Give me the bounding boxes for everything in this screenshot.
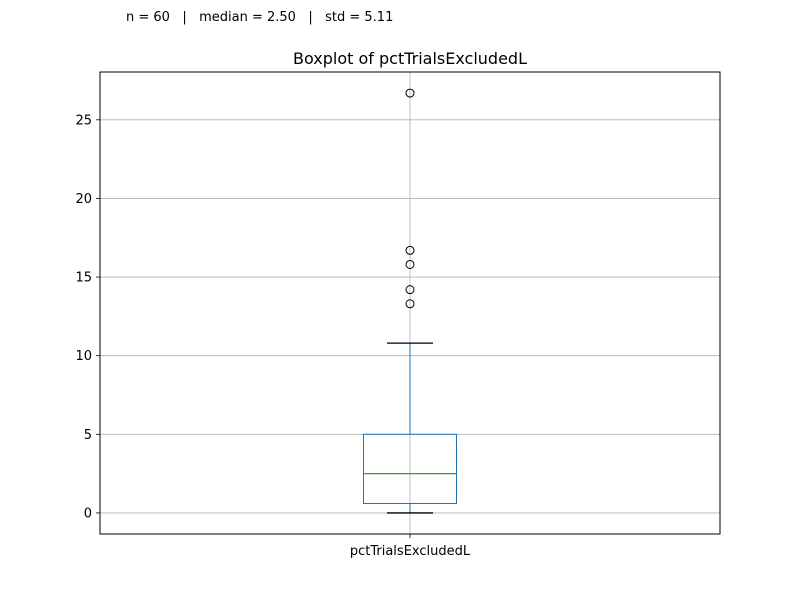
iqr-box — [363, 433, 457, 504]
outlier-point — [405, 88, 415, 98]
y-tick-label: 10 — [75, 349, 92, 364]
y-tick-label: 20 — [75, 192, 92, 207]
grid-layer — [100, 72, 720, 534]
x-axis-ticks: pctTrialsExcludedL — [350, 534, 471, 559]
outlier-point — [405, 245, 415, 255]
y-tick-label: 0 — [84, 506, 92, 521]
y-tick-label: 15 — [75, 271, 92, 286]
outlier-layer — [405, 88, 415, 309]
summary-stats: n = 60 | median = 2.50 | std = 5.11 — [126, 10, 394, 25]
y-tick-label: 25 — [75, 113, 92, 128]
outlier-point — [405, 285, 415, 295]
outlier-point — [405, 259, 415, 269]
y-axis-ticks: 0 5 10 15 20 25 — [75, 113, 100, 521]
outlier-point — [405, 299, 415, 309]
x-tick-label: pctTrialsExcludedL — [350, 544, 471, 559]
y-tick-label: 5 — [84, 428, 92, 443]
box-layer — [363, 342, 457, 514]
chart-title: Boxplot of pctTrialsExcludedL — [293, 49, 527, 68]
